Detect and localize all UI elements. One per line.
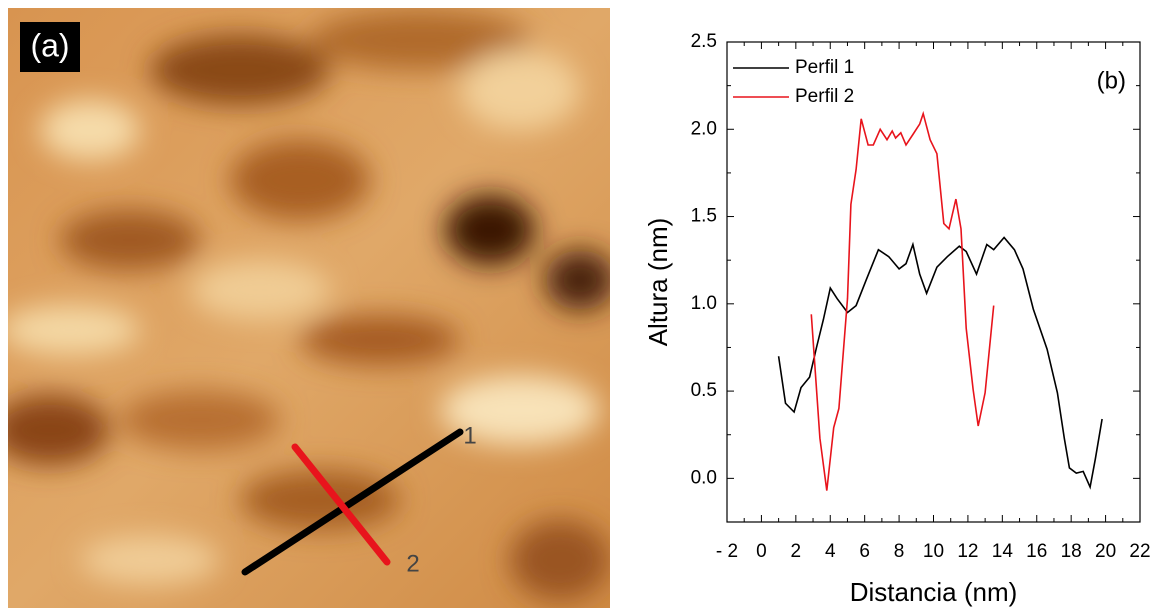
- x-tick-label: 18: [1061, 541, 1082, 562]
- panel-label: (a): [30, 27, 69, 63]
- chart: - 2 0 2 4 6 8 10 12 14 16 18 20 22 0.0 0.5 1.0 1.5 2.0 2.5…: [643, 31, 1151, 607]
- y-axis-label: Altura (nm): [643, 218, 673, 347]
- y-tick-label: 1.0: [691, 293, 717, 314]
- x-tick-label: 20: [1095, 541, 1116, 562]
- x-tick-label: 12: [957, 541, 978, 562]
- x-tick-label: 10: [923, 541, 944, 562]
- annotation: (b): [1097, 67, 1126, 94]
- line-label: 1: [463, 422, 476, 449]
- legend-label: Perfil 1: [795, 57, 854, 78]
- x-tick-label: - 2: [716, 541, 738, 562]
- x-tick-label: 4: [825, 541, 836, 562]
- line-label: 2: [406, 550, 419, 577]
- x-tick-label: 6: [859, 541, 870, 562]
- series-line: [810, 110, 995, 491]
- y-tick-label: 0.5: [691, 380, 717, 401]
- x-tick-label: 16: [1026, 541, 1047, 562]
- x-tick-label: 2: [791, 541, 802, 562]
- y-tick-label: 0.0: [691, 467, 717, 488]
- series-line: [777, 236, 1103, 490]
- x-tick-label: 8: [894, 541, 905, 562]
- y-tick-label: 2.0: [691, 118, 717, 139]
- legend-label: Perfil 2: [795, 86, 854, 107]
- x-axis-label: Distancia (nm): [850, 577, 1018, 607]
- x-tick-label: 0: [756, 541, 767, 562]
- y-tick-label: 1.5: [691, 206, 717, 227]
- plot-frame: [726, 41, 1141, 523]
- afm-image: [8, 8, 610, 608]
- x-tick-label: 22: [1129, 541, 1150, 562]
- x-tick-label: 14: [992, 541, 1014, 562]
- y-tick-label: 2.5: [691, 31, 717, 52]
